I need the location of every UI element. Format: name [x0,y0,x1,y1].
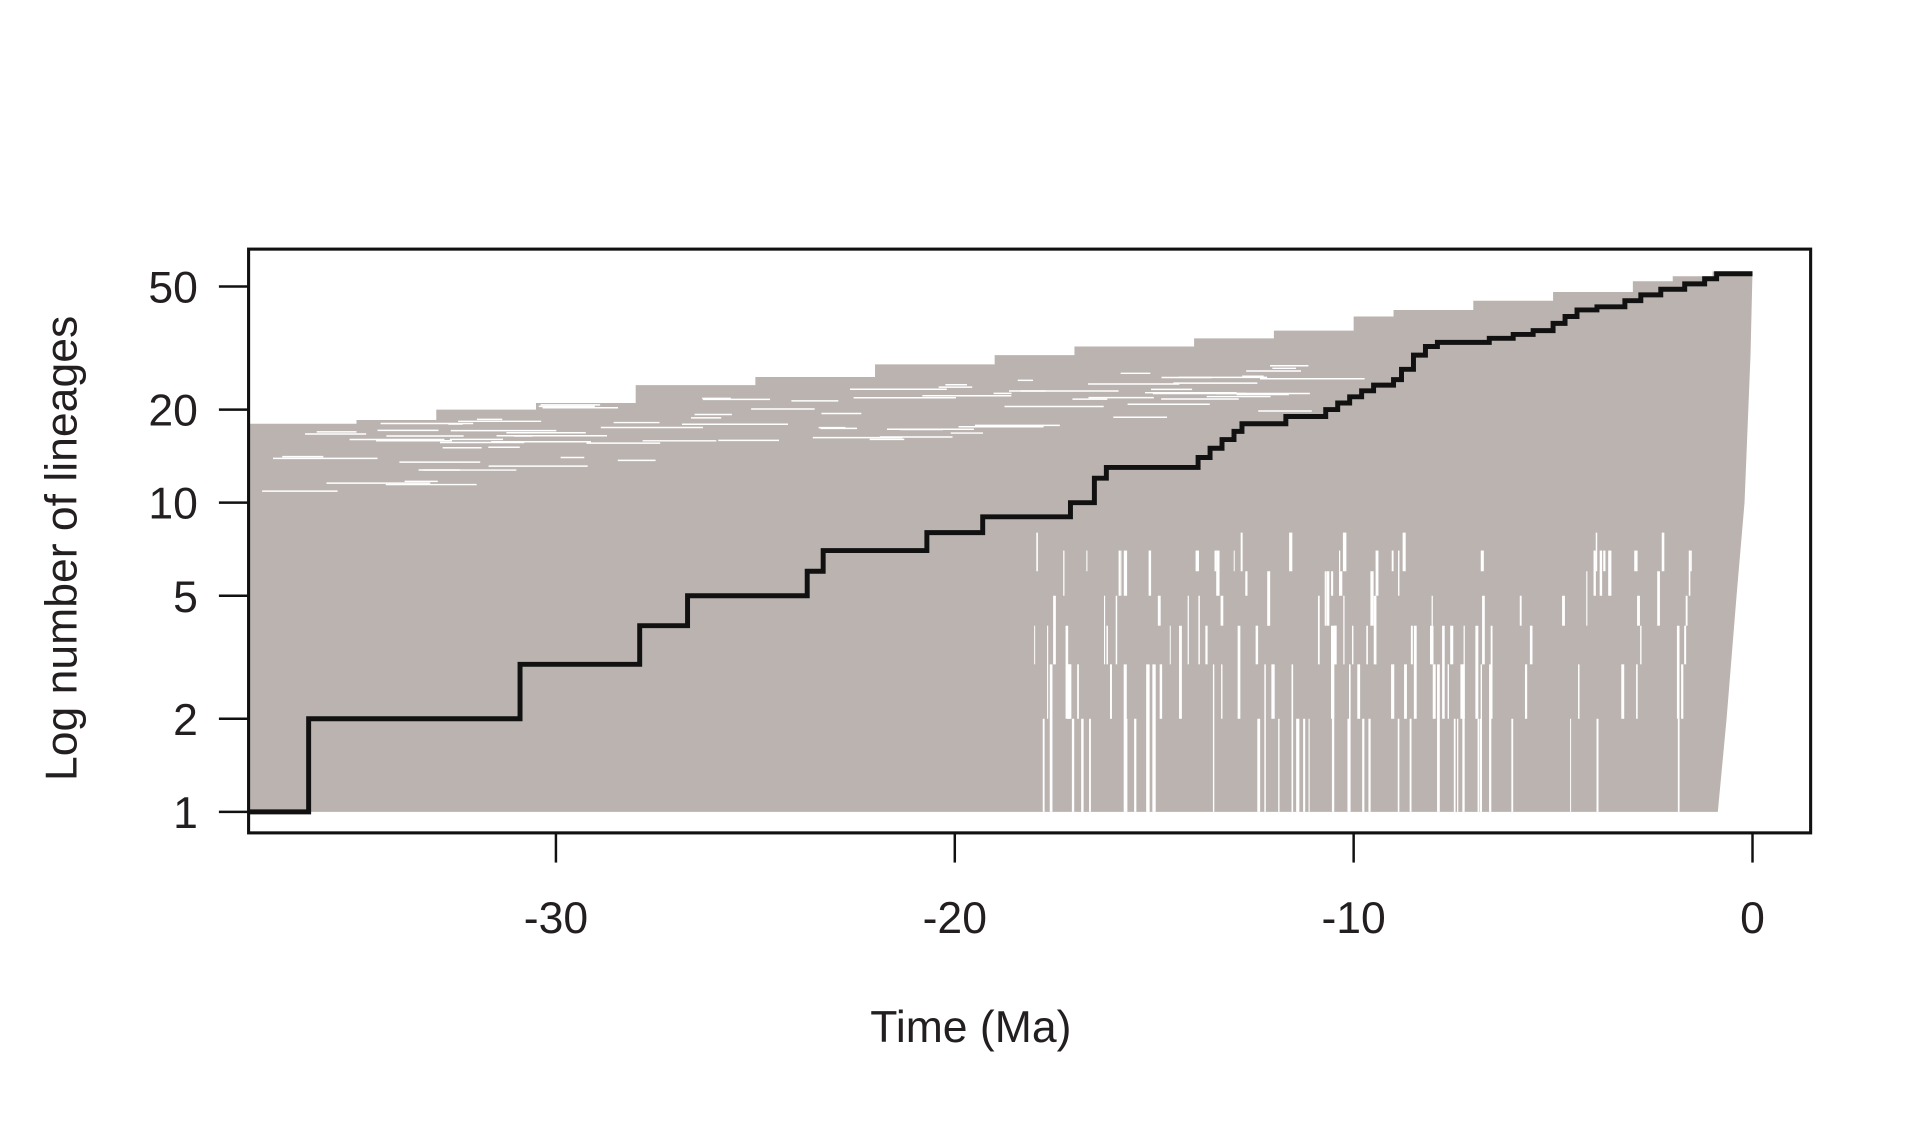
envelope-area [248,271,1753,812]
simulated-lineages-gaps [262,365,1692,812]
y-tick-label: 10 [148,480,198,529]
x-axis: -30 -20 -10 0 [524,831,1765,943]
y-tick-label: 2 [173,696,198,745]
y-tick-label: 5 [173,573,198,622]
x-tick-label: -10 [1321,894,1385,943]
y-tick-label: 1 [173,789,198,838]
y-tick-label: 50 [148,264,198,313]
x-tick-label: 0 [1740,894,1765,943]
x-tick-label: -20 [923,894,987,943]
observed-lineage-line [248,271,1753,815]
y-axis: 1 2 5 10 20 50 [148,264,250,838]
x-tick-label: -30 [524,894,588,943]
y-axis-title: Log number of lineages [38,316,87,781]
x-axis-title: Time (Ma) [870,1003,1071,1052]
simulated-lineages-envelope [248,271,1753,812]
y-tick-label: 20 [148,387,198,436]
